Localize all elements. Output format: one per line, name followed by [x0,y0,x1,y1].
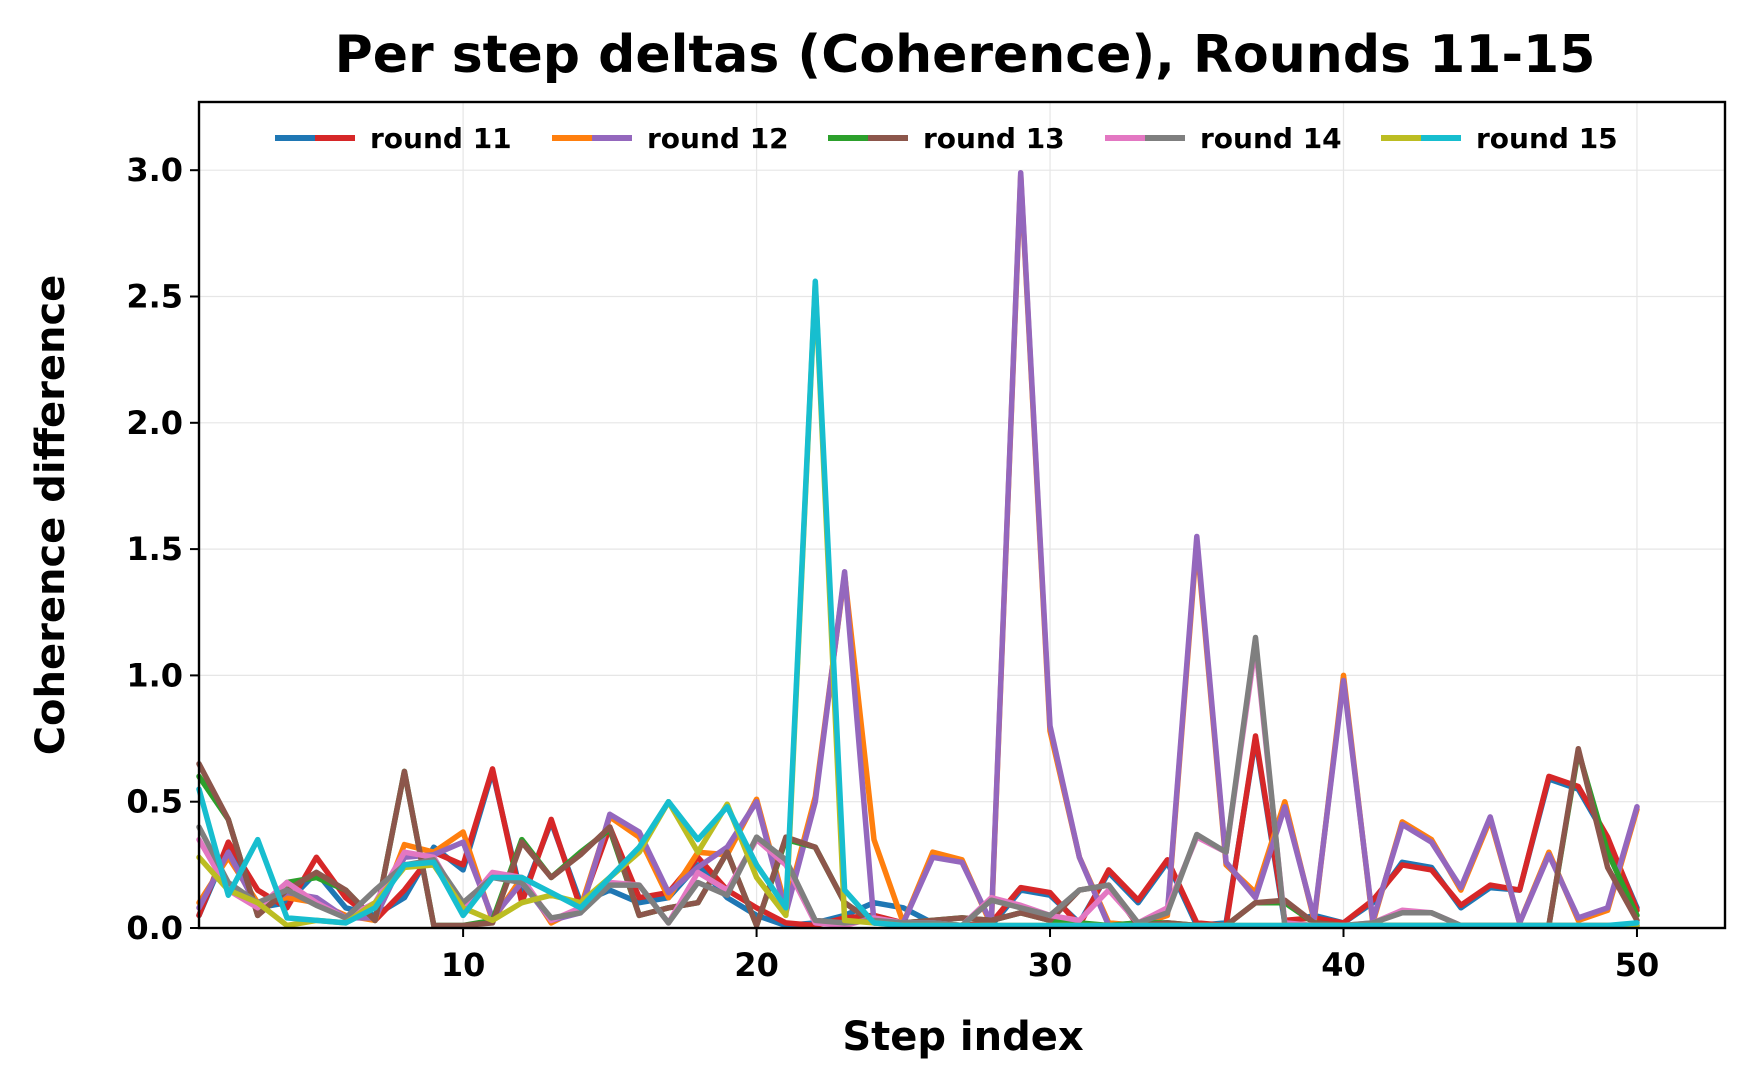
x-tick-label: 10 [441,946,486,984]
legend-label: round 11 [370,122,512,155]
legend-label: round 14 [1200,122,1342,155]
plot-frame [197,100,1727,930]
legend-entry: round 13 [828,122,1065,155]
y-tick-label: 0.0 [126,909,183,947]
legend-entry: round 11 [275,122,512,155]
x-tick-label: 40 [1321,946,1366,984]
legend-label: round 13 [923,122,1065,155]
legend-label: round 15 [1476,122,1618,155]
x-axis: 10 20 30 40 50 [441,928,1659,984]
legend: round 11 round 12 round 13 round 14 round 15 [275,122,1618,155]
legend-entry: round 12 [552,122,789,155]
y-tick-label: 1.0 [126,656,183,694]
x-tick-label: 50 [1615,946,1660,984]
y-tick-label: 2.5 [126,278,183,316]
x-axis-label: Step index [842,1014,1084,1060]
y-tick-label: 0.5 [126,783,183,821]
grid-lines [199,102,1725,929]
series-line-4 [196,169,1640,929]
legend-entry: round 14 [1105,122,1342,155]
y-tick-label: 2.0 [126,404,183,442]
legend-entry: round 15 [1381,122,1618,155]
y-tick-label: 3.0 [126,151,183,189]
y-tick-label: 1.5 [126,530,183,568]
y-axis: 0.0 0.5 1.0 1.5 2.0 2.5 3.0 [126,151,199,947]
legend-label: round 12 [647,122,789,155]
x-tick-label: 30 [1028,946,1073,984]
chart-title: Per step deltas (Coherence), Rounds 11-1… [335,25,1596,85]
series-line-10 [196,278,1640,929]
x-tick-label: 20 [734,946,779,984]
y-axis-label: Coherence difference [28,275,74,756]
series-layer [196,169,1640,929]
